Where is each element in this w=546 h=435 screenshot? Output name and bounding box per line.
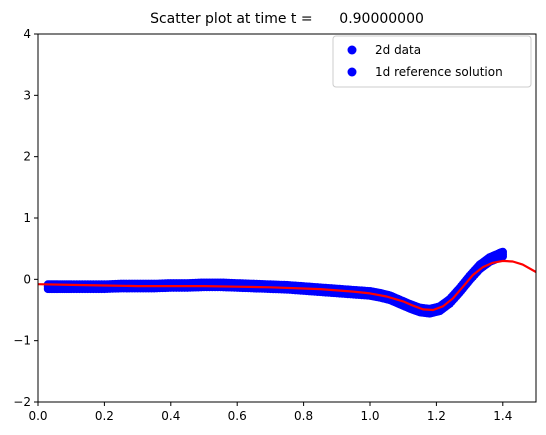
y-tick-label: 4: [23, 27, 31, 41]
y-axis: −2 −1 0 1 2 3 4: [13, 27, 38, 409]
y-tick-label: 2: [23, 150, 31, 164]
x-tick-label: 0.0: [28, 409, 47, 423]
x-axis: 0.0 0.2 0.4 0.6 0.8 1.0 1.2 1.4: [28, 402, 512, 423]
legend-label-2d-data: 2d data: [375, 43, 421, 57]
x-tick-label: 1.4: [493, 409, 512, 423]
chart-title: Scatter plot at time t = 0.90000000: [150, 11, 424, 27]
x-tick-label: 1.2: [427, 409, 446, 423]
x-tick-label: 0.6: [228, 409, 247, 423]
y-tick-label: 0: [23, 272, 31, 286]
data-point: [498, 252, 507, 261]
x-tick-label: 0.2: [95, 409, 114, 423]
x-tick-label: 1.0: [360, 409, 379, 423]
legend-marker-1d-reference: [347, 67, 357, 77]
plot-frame: [37, 33, 537, 403]
legend-marker-2d-data: [347, 45, 357, 55]
legend: 2d data 1d reference solution: [332, 35, 532, 88]
series-line-1d-reference: [38, 259, 536, 312]
y-tick-label: 3: [23, 88, 31, 102]
legend-box: [332, 35, 532, 88]
x-tick-label: 0.4: [161, 409, 180, 423]
x-tick-label: 0.8: [294, 409, 313, 423]
y-tick-label: −1: [13, 334, 31, 348]
legend-label-1d-reference: 1d reference solution: [375, 65, 503, 79]
y-tick-label: 1: [23, 211, 31, 225]
y-tick-label: −2: [13, 395, 31, 409]
